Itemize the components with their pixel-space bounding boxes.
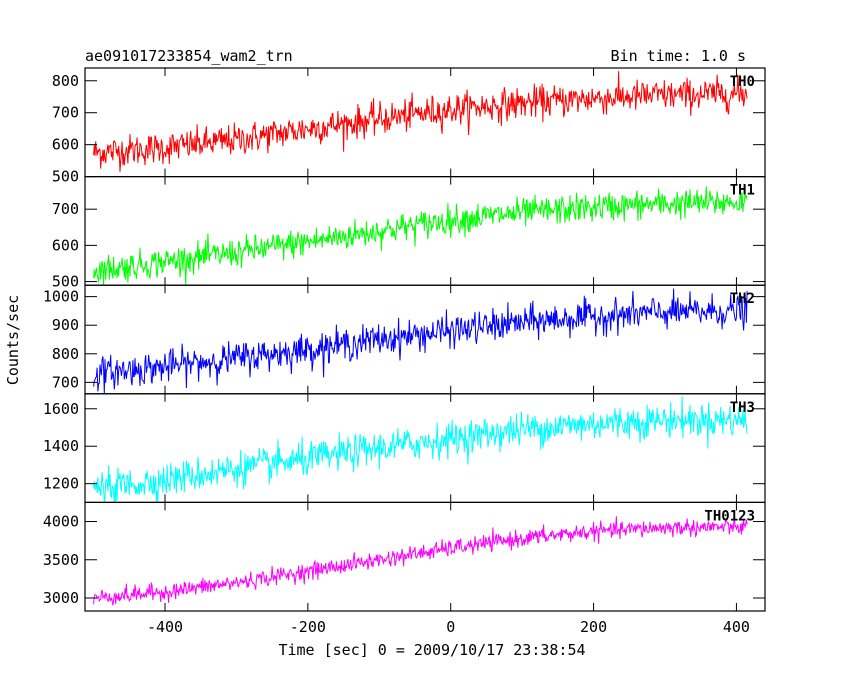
panel-frame-th1 xyxy=(84,176,766,286)
panel-label-th1: TH1 xyxy=(730,183,755,199)
y-tick-label-th2-800: 800 xyxy=(52,345,79,363)
panel-label-th3: TH3 xyxy=(730,400,755,416)
x-tick-label--400: -400 xyxy=(147,618,183,636)
panel-frame-th0123 xyxy=(84,501,766,612)
panel-label-th0123: TH0123 xyxy=(704,508,755,524)
chart-title: ae091017233854_wam2_trn xyxy=(85,47,293,65)
panel-label-th0: TH0 xyxy=(730,74,755,90)
bin-time-label: Bin time: 1.0 s xyxy=(611,47,746,65)
y-tick-label-th0-800: 800 xyxy=(52,72,79,90)
y-tick-label-th3-1600: 1600 xyxy=(43,400,79,418)
y-axis-label: Counts/sec xyxy=(4,295,22,385)
y-tick-label-th1-600: 600 xyxy=(52,236,79,254)
y-tick-label-th0-700: 700 xyxy=(52,104,79,122)
panel-label-th2: TH2 xyxy=(730,291,755,307)
y-tick-label-th0123-3000: 3000 xyxy=(43,589,79,607)
y-tick-label-th1-500: 500 xyxy=(52,273,79,291)
y-tick-label-th2-1000: 1000 xyxy=(43,288,79,306)
x-tick-label-200: 200 xyxy=(580,618,607,636)
y-tick-label-th3-1200: 1200 xyxy=(43,475,79,493)
y-tick-label-th3-1400: 1400 xyxy=(43,437,79,455)
series-line-th3 xyxy=(93,396,748,503)
y-tick-label-th0-600: 600 xyxy=(52,136,79,154)
y-tick-label-th2-900: 900 xyxy=(52,316,79,334)
y-tick-label-th0123-4000: 4000 xyxy=(43,513,79,531)
series-line-th1 xyxy=(93,186,748,286)
y-tick-label-th0-500: 500 xyxy=(52,168,79,186)
x-tick-label--200: -200 xyxy=(290,618,326,636)
panels-group: 500 600 700 800 TH0 500 600 700 TH1 700 800 900 1000… xyxy=(43,67,766,636)
panel-frame-th0 xyxy=(84,67,766,178)
x-tick-label-400: 400 xyxy=(723,618,750,636)
x-tick-label-0: 0 xyxy=(446,618,455,636)
series-line-th2 xyxy=(93,288,748,394)
panel-frame-th3 xyxy=(84,393,766,503)
series-line-th0 xyxy=(93,71,748,172)
x-axis-label: Time [sec] 0 = 2009/10/17 23:38:54 xyxy=(278,641,585,659)
y-tick-label-th1-700: 700 xyxy=(52,200,79,218)
series-line-th0123 xyxy=(93,511,748,606)
y-tick-label-th2-700: 700 xyxy=(52,373,79,391)
y-tick-label-th0123-3500: 3500 xyxy=(43,551,79,569)
